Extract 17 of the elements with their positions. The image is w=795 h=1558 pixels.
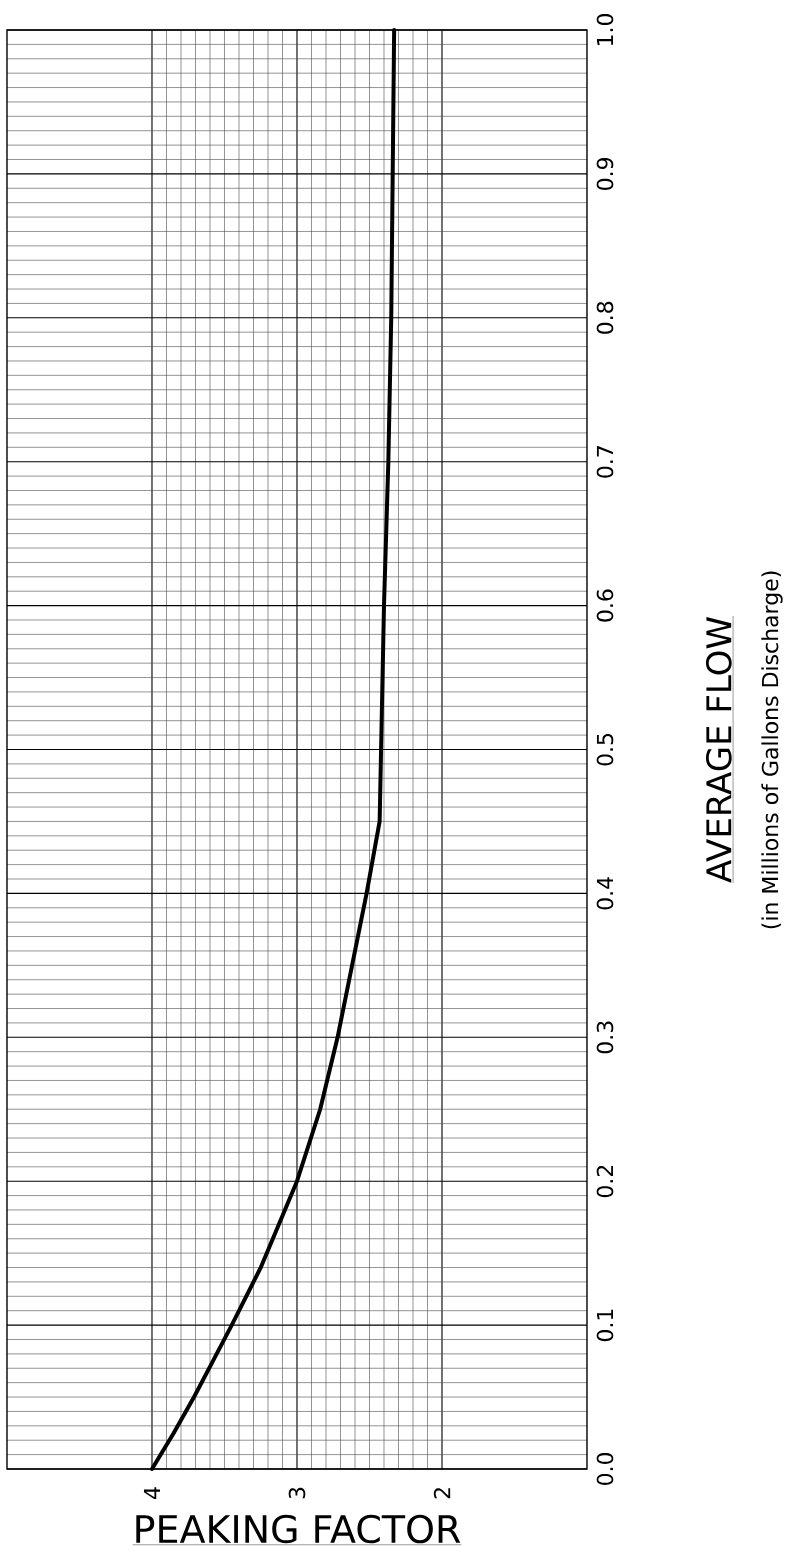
x-axis-title: PEAKING FACTOR	[136, 1514, 461, 1544]
text: (in Millions of Gallons Discharge)	[761, 571, 783, 929]
y-tick-label: 0.4	[596, 877, 614, 910]
x-tick-label: 3	[288, 1487, 306, 1499]
y-tick-label: 0.3	[596, 1021, 614, 1054]
y-tick-label: 0.6	[596, 589, 614, 622]
y-axis-title: AVERAGE FLOW	[705, 617, 732, 883]
y-tick-label: 0.0	[596, 1452, 614, 1486]
y-tick-label: 0.7	[596, 446, 614, 478]
y-tick-label: 0.2	[596, 1165, 614, 1198]
y-tick-label: 0.1	[596, 1309, 614, 1342]
y-tick-label: 0.9	[596, 157, 614, 190]
x-tick-label: 4	[143, 1487, 161, 1499]
y-tick-label: 0.5	[596, 733, 614, 766]
y-tick-label: 0.8	[596, 301, 614, 334]
y-tick-label: 1.0	[596, 13, 614, 46]
x-tick-label: 2	[433, 1488, 451, 1499]
